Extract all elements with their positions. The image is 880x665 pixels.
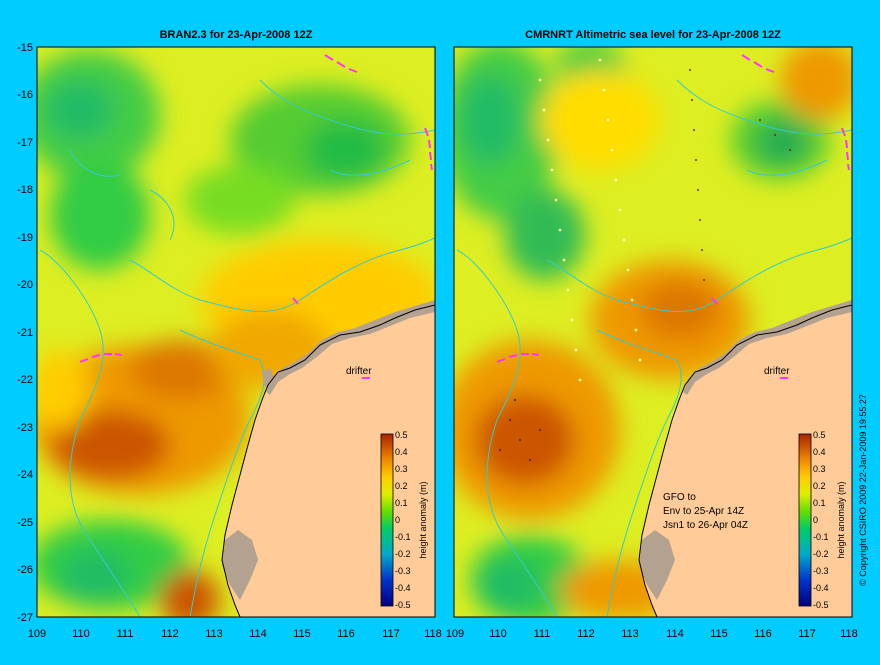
x-tick-label: 112 xyxy=(161,628,179,640)
scale-tick-label: 0.4 xyxy=(395,447,408,457)
panel-title: CMRNRT Altimetric sea level for 23-Apr-2… xyxy=(525,29,781,41)
copyright-notice: © Copyright CSIRO 2009 22-Jan-2009 19:55… xyxy=(858,394,868,586)
scale-tick-label: -0.4 xyxy=(395,583,411,593)
y-tick-label: -22 xyxy=(17,374,33,386)
x-tick-label: 109 xyxy=(446,628,464,640)
colour-scale-bar xyxy=(380,433,394,607)
x-tick-label: 116 xyxy=(337,628,355,640)
scale-tick-label: 0 xyxy=(395,515,400,525)
scale-tick-label: -0.1 xyxy=(395,532,411,542)
satellite-note-line: Jsn1 to 26-Apr 04Z xyxy=(663,520,748,531)
x-tick-label: 118 xyxy=(424,628,442,640)
scale-tick-label: 0.5 xyxy=(395,430,408,440)
x-tick-label: 114 xyxy=(666,628,684,640)
y-tick-label: -20 xyxy=(17,279,33,291)
y-tick-label: -17 xyxy=(17,137,33,149)
scale-tick-label: -0.5 xyxy=(395,600,411,610)
scale-tick-label: -0.3 xyxy=(395,566,411,576)
x-tick-label: 111 xyxy=(117,628,134,640)
colour-scale-ticks: 0.5 0.4 0.3 0.2 0.1 0 -0.1 -0.2 -0.3 -0.… xyxy=(813,430,829,610)
satellite-tracks xyxy=(538,58,642,382)
satellite-note-line: Env to 25-Apr 14Z xyxy=(663,506,744,517)
y-tick-label: -16 xyxy=(17,89,33,101)
scale-tick-label: 0.1 xyxy=(395,498,408,508)
x-tick-label: 110 xyxy=(72,628,90,640)
drifter-track-ne xyxy=(741,54,775,73)
x-tick-label: 113 xyxy=(621,628,639,640)
satellite-note: GFO to Env to 25-Apr 14Z Jsn1 to 26-Apr … xyxy=(663,492,748,531)
drifter-label: drifter xyxy=(346,366,372,377)
y-tick-label: -26 xyxy=(17,564,33,576)
x-tick-label: 111 xyxy=(534,628,551,640)
y-tick-label: -18 xyxy=(17,184,33,196)
scale-tick-label: 0.3 xyxy=(813,464,826,474)
scale-tick-label: -0.2 xyxy=(813,549,829,559)
scale-tick-label: -0.2 xyxy=(395,549,411,559)
bathymetry-contours xyxy=(456,79,852,617)
x-tick-label: 114 xyxy=(249,628,267,640)
y-tick-label: -21 xyxy=(17,327,33,339)
scale-tick-label: 0.5 xyxy=(813,430,826,440)
colour-scale-bar xyxy=(798,433,812,607)
scale-tick-label: 0.4 xyxy=(813,447,826,457)
scale-tick-label: 0 xyxy=(813,515,818,525)
y-axis-labels: -15 -16 -17 -18 -19 -20 -21 -22 -23 -24 … xyxy=(17,42,33,624)
x-tick-label: 117 xyxy=(382,628,400,640)
drifter-tracks xyxy=(496,54,850,379)
drifter-track-ne xyxy=(324,54,358,73)
y-tick-label: -19 xyxy=(17,232,33,244)
x-tick-label: 110 xyxy=(489,628,507,640)
colour-scale-label: height anomaly (m) xyxy=(836,481,846,558)
map-frame xyxy=(453,46,853,618)
bathymetry-contours xyxy=(39,79,435,617)
scale-tick-label: 0.3 xyxy=(395,464,408,474)
y-tick-label: -25 xyxy=(17,517,33,529)
scale-tick-label: -0.3 xyxy=(813,566,829,576)
satellite-tracks-dark xyxy=(498,69,791,462)
y-tick-label: -23 xyxy=(17,422,33,434)
colour-scale: 0.5 0.4 0.3 0.2 0.1 0 -0.1 -0.2 -0.3 -0.… xyxy=(798,430,846,610)
drifter-track-coast xyxy=(292,297,299,305)
scale-tick-label: -0.5 xyxy=(813,600,829,610)
panel-left: BRAN2.3 for 23-Apr-2008 12Z xyxy=(17,29,442,640)
x-tick-label: 117 xyxy=(798,628,816,640)
x-tick-label: 109 xyxy=(28,628,46,640)
drifter-label: drifter xyxy=(764,366,790,377)
x-tick-label: 118 xyxy=(840,628,858,640)
drifter-tracks xyxy=(79,54,433,379)
drifter-track-e xyxy=(424,127,433,171)
satellite-note-line: GFO to xyxy=(663,492,696,503)
drifter-track-w xyxy=(79,353,123,363)
map-frame xyxy=(36,46,436,618)
scale-tick-label: 0.2 xyxy=(395,481,408,491)
x-axis-labels: 109 110 111 112 113 114 115 116 117 118 xyxy=(446,628,858,640)
scale-tick-label: 0.1 xyxy=(813,498,826,508)
drifter-track-e xyxy=(841,127,850,171)
y-tick-label: -27 xyxy=(17,612,33,624)
scale-tick-label: 0.2 xyxy=(813,481,826,491)
panel-right: CMRNRT Altimetric sea level for 23-Apr-2… xyxy=(446,29,858,640)
x-axis-labels: 109 110 111 112 113 114 115 116 117 118 xyxy=(28,628,442,640)
drifter-track-w xyxy=(496,353,540,363)
x-tick-label: 112 xyxy=(577,628,595,640)
scale-tick-label: -0.4 xyxy=(813,583,829,593)
colour-scale-ticks: 0.5 0.4 0.3 0.2 0.1 0 -0.1 -0.2 -0.3 -0.… xyxy=(395,430,411,610)
x-tick-label: 116 xyxy=(754,628,772,640)
y-tick-label: -24 xyxy=(17,469,33,481)
drifter-track-coast xyxy=(711,297,718,305)
x-tick-label: 115 xyxy=(293,628,311,640)
scale-tick-label: -0.1 xyxy=(813,532,829,542)
colour-scale: 0.5 0.4 0.3 0.2 0.1 0 -0.1 -0.2 -0.3 -0.… xyxy=(380,430,428,610)
y-tick-label: -15 xyxy=(17,42,33,54)
panel-title: BRAN2.3 for 23-Apr-2008 12Z xyxy=(160,29,313,41)
colour-scale-label: height anomaly (m) xyxy=(418,481,428,558)
x-tick-label: 113 xyxy=(205,628,223,640)
x-tick-label: 115 xyxy=(710,628,728,640)
